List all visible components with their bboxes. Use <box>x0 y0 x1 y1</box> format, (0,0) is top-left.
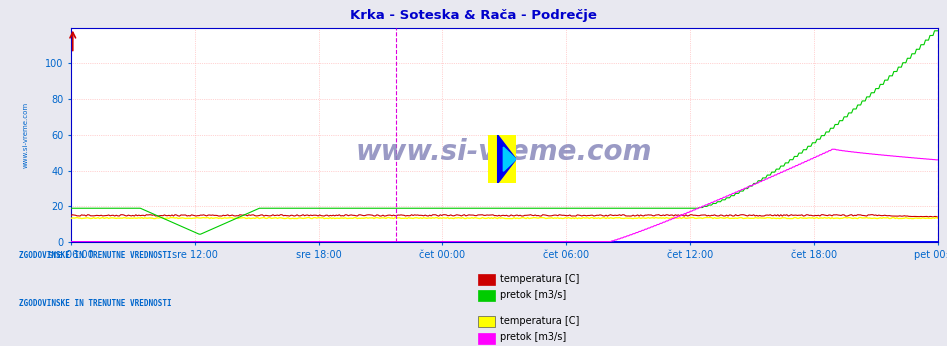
Text: pretok [m3/s]: pretok [m3/s] <box>500 290 566 300</box>
Text: temperatura [C]: temperatura [C] <box>500 316 580 326</box>
Text: ZGODOVINSKE IN TRENUTNE VREDNOSTI: ZGODOVINSKE IN TRENUTNE VREDNOSTI <box>19 251 171 260</box>
Text: pretok [m3/s]: pretok [m3/s] <box>500 333 566 342</box>
Text: www.si-vreme.com: www.si-vreme.com <box>356 138 652 166</box>
Text: www.si-vreme.com: www.si-vreme.com <box>23 102 29 168</box>
Polygon shape <box>498 135 516 183</box>
Text: temperatura [C]: temperatura [C] <box>500 274 580 283</box>
Text: Krka - Soteska & Rača - Podrečje: Krka - Soteska & Rača - Podrečje <box>350 9 597 22</box>
Polygon shape <box>504 147 516 171</box>
Text: ZGODOVINSKE IN TRENUTNE VREDNOSTI: ZGODOVINSKE IN TRENUTNE VREDNOSTI <box>19 299 171 308</box>
